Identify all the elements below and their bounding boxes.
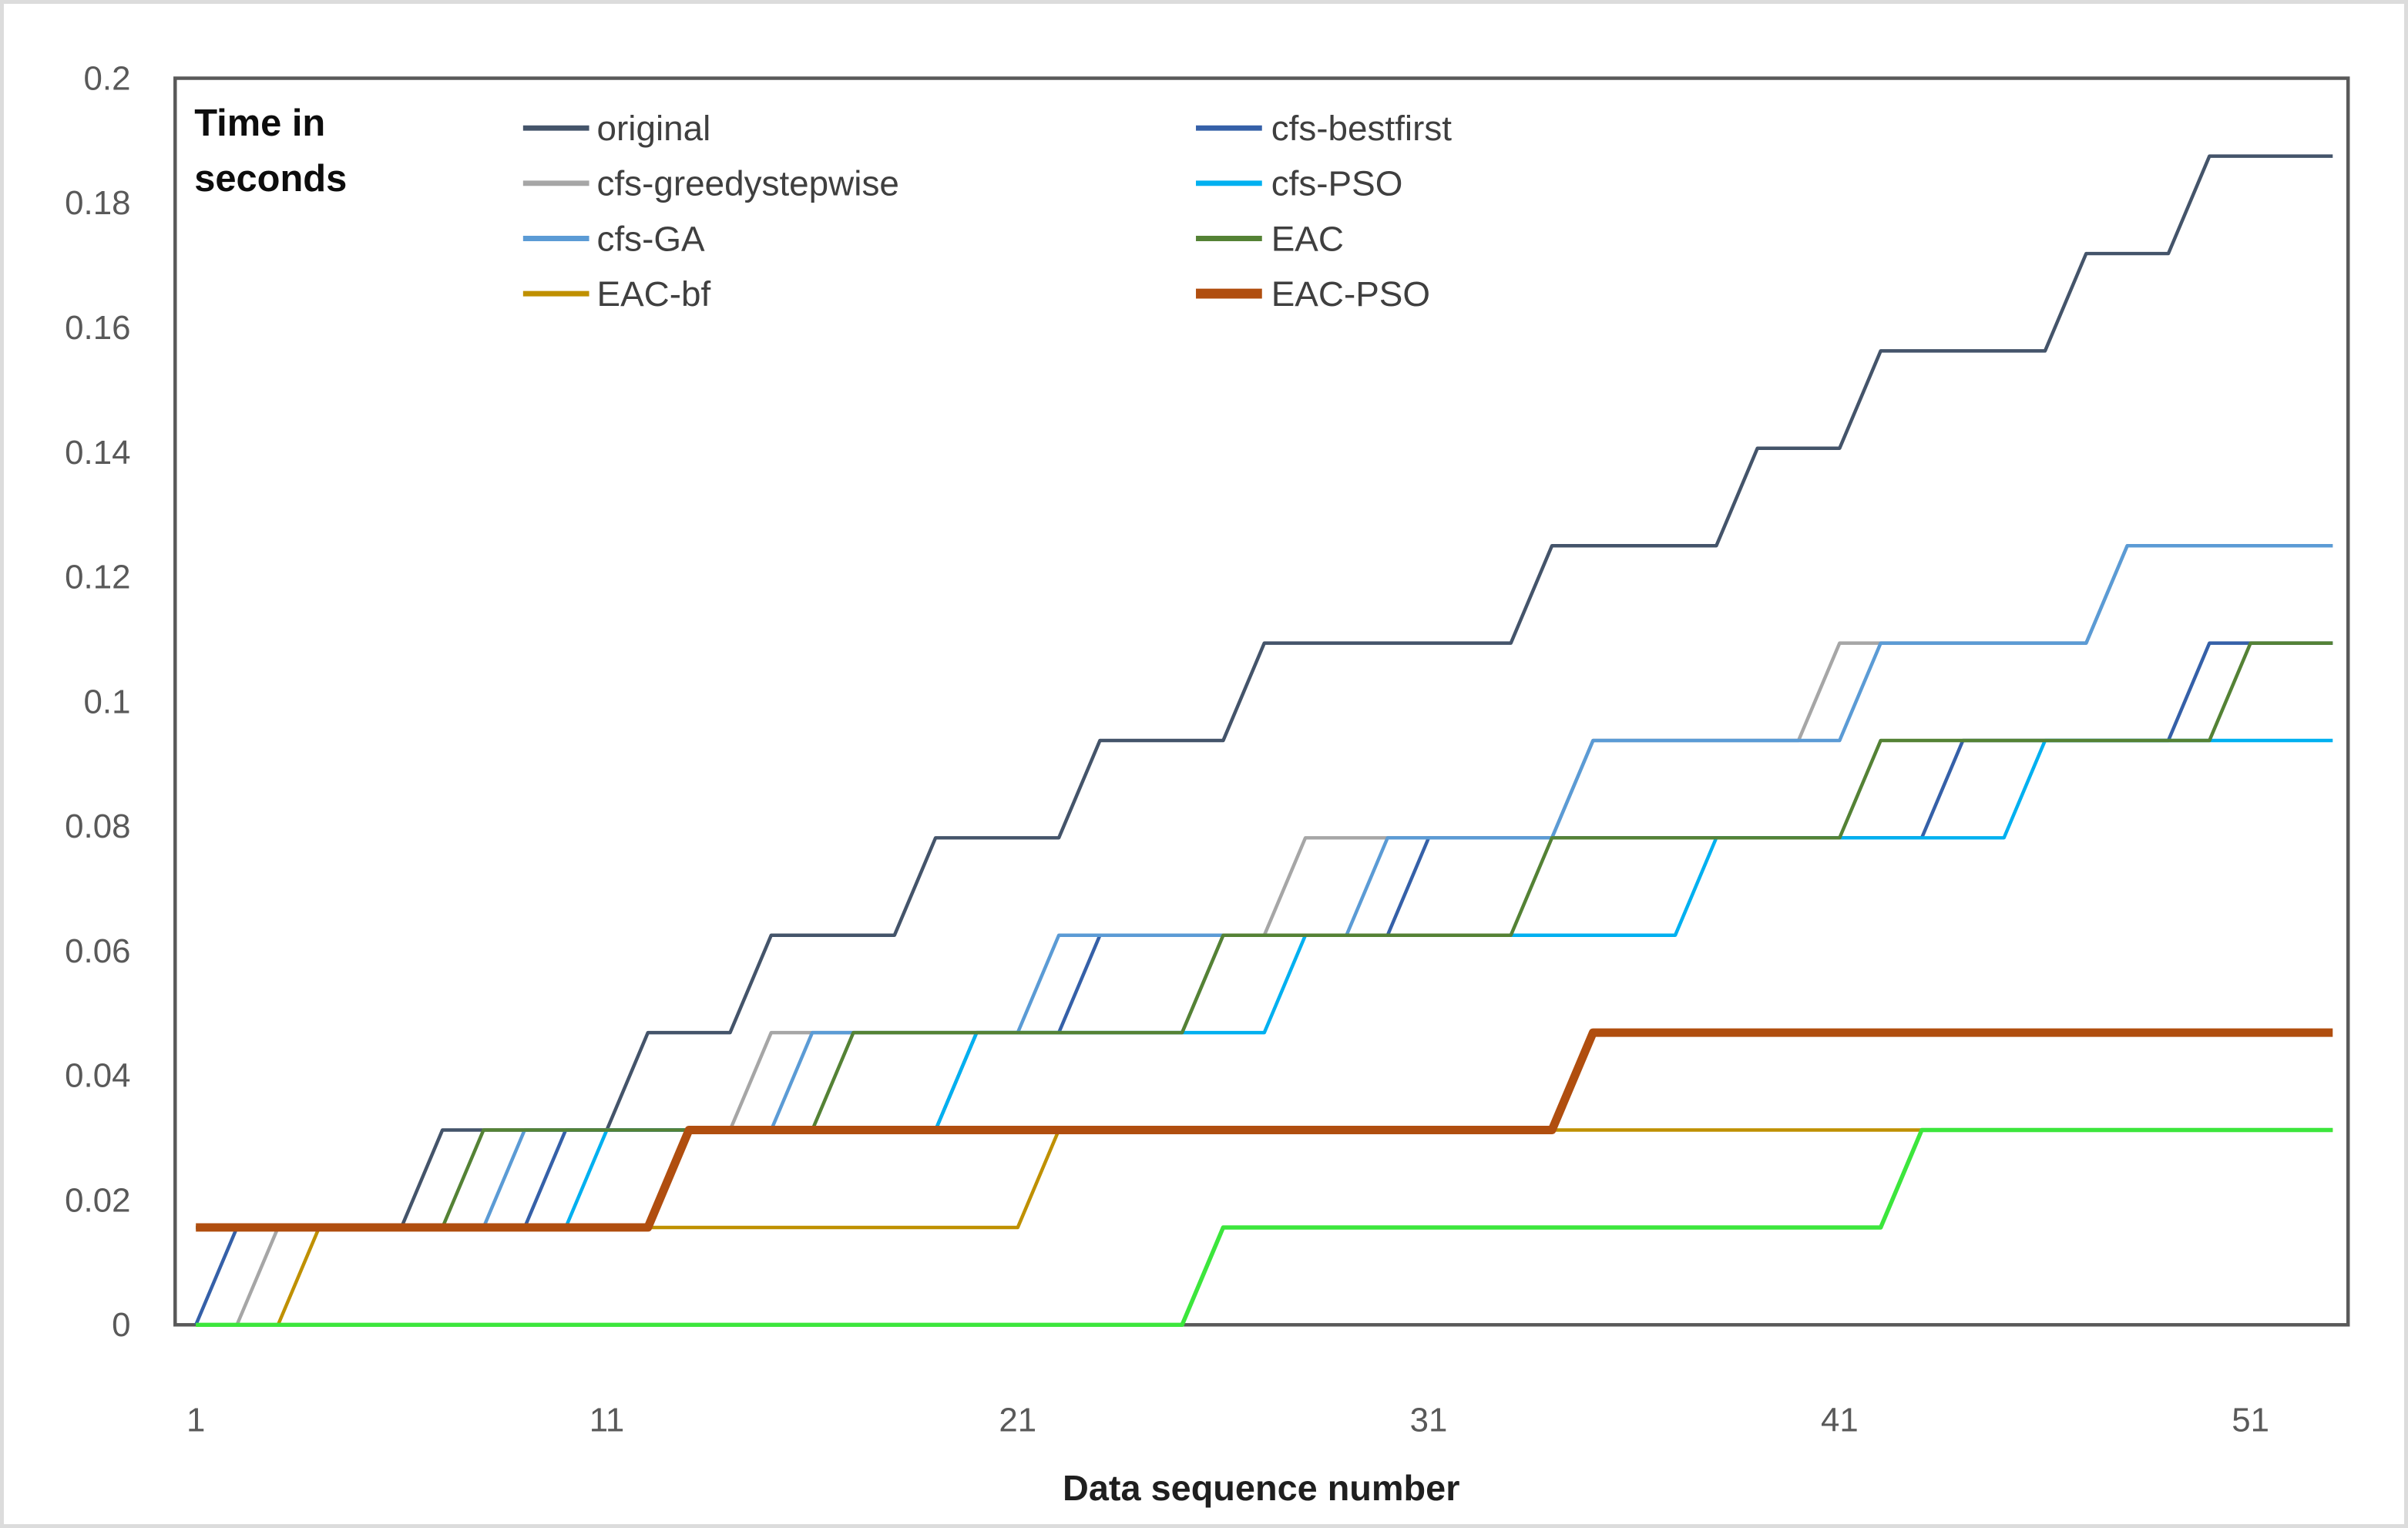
y-axis-tick-labels: 0 0.02 0.04 0.06 0.08 0.1 0.12 0.14 0.16 0.18 0.2 <box>65 59 130 1344</box>
legend-label-cfs-ga: cfs-GA <box>597 219 706 258</box>
y-tick-label-0.04: 0.04 <box>65 1057 130 1095</box>
x-tick-label-1: 1 <box>186 1402 205 1439</box>
y-tick-label-0.06: 0.06 <box>65 932 130 970</box>
legend-label-eac: EAC <box>1271 219 1344 258</box>
x-tick-label-51: 51 <box>2232 1402 2269 1439</box>
annotation-time-line2: seconds <box>194 158 347 200</box>
plot-border <box>173 76 2350 1327</box>
x-axis-title: Data sequence number <box>1063 1468 1459 1508</box>
legend-label-cfs-pso: cfs-PSO <box>1271 164 1403 203</box>
y-tick-label-0.18: 0.18 <box>65 184 130 222</box>
x-axis-tick-labels: 1 11 21 31 41 51 <box>186 1402 2269 1439</box>
y-tick-label-0: 0 <box>112 1306 130 1344</box>
series-line-eac-pso <box>196 1028 2333 1232</box>
y-tick-label-0.12: 0.12 <box>65 559 130 596</box>
x-tick-label-21: 21 <box>999 1402 1036 1439</box>
series-line-cfs-bestfirst <box>194 641 2333 1326</box>
x-tick-label-11: 11 <box>589 1402 625 1439</box>
legend-label-eac-bf: EAC-bf <box>597 274 711 314</box>
y-tick-label-0.14: 0.14 <box>65 434 130 472</box>
legend: original cfs-greedystepwise cfs-GA EAC-bf cf… <box>522 109 1453 314</box>
y-tick-label-0.16: 0.16 <box>65 309 130 347</box>
series-line-cfs-pso <box>196 738 2333 1230</box>
series-lines <box>194 154 2333 1328</box>
series-line-unlabeled-green <box>196 1127 2333 1328</box>
y-tick-label-0.1: 0.1 <box>84 683 131 720</box>
x-tick-label-31: 31 <box>1410 1402 1448 1439</box>
series-line-original <box>196 154 2333 1230</box>
x-tick-label-41: 41 <box>1821 1402 1859 1439</box>
legend-label-eac-pso: EAC-PSO <box>1271 274 1430 314</box>
time-line-chart: 00.020.040.060.080.10.120.140.160.180.2 … <box>65 59 2350 1508</box>
y-tick-label-0.08: 0.08 <box>65 808 130 845</box>
legend-label-cfs-bestfirst: cfs-bestfirst <box>1271 109 1453 148</box>
legend-label-cfs-greedystepwise: cfs-greedystepwise <box>597 164 899 203</box>
y-tick-label-0.2: 0.2 <box>84 59 131 97</box>
annotation-time-line1: Time in <box>194 102 325 144</box>
legend-label-original: original <box>597 109 711 148</box>
series-line-cfs-ga <box>196 543 2333 1230</box>
series-line-eac <box>196 641 2333 1230</box>
y-tick-label-0.02: 0.02 <box>65 1181 130 1219</box>
